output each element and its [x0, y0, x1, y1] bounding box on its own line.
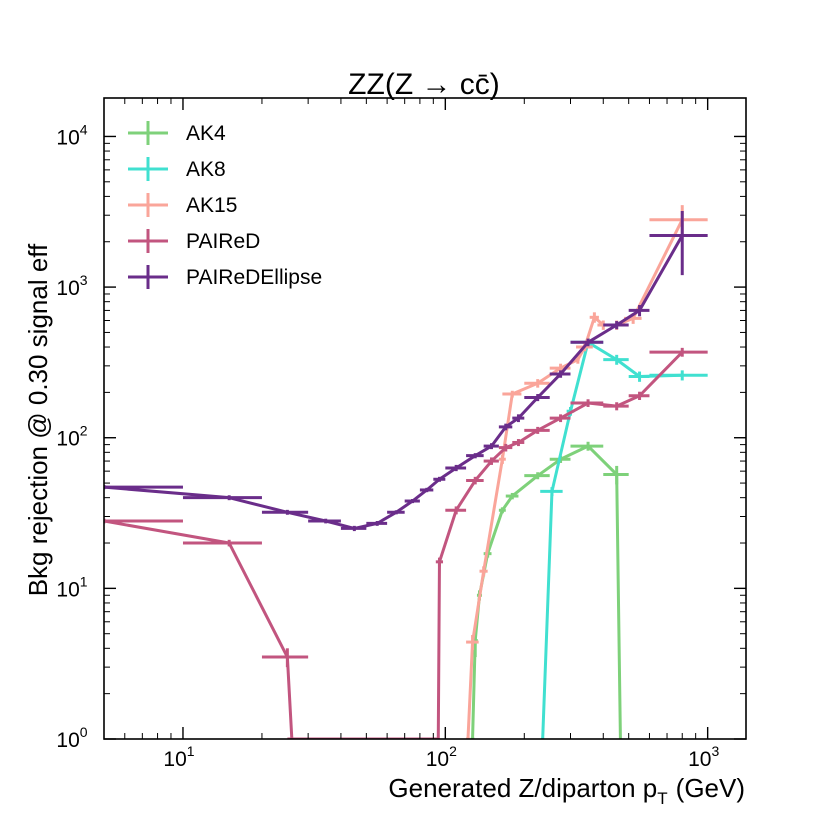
legend-item-AK8: AK8	[128, 157, 226, 181]
legend: AK4 AK8 AK15 PAIReD PAIReDEllipse	[128, 121, 322, 289]
legend-label-AK8: AK8	[186, 158, 226, 181]
legend-label-AK4: AK4	[186, 122, 226, 145]
legend-label-PAIReD: PAIReD	[186, 230, 260, 253]
y-tick-label-2: 102	[56, 423, 87, 451]
x-tick-label-0: 101	[163, 743, 194, 771]
y-tick-label-0: 100	[56, 724, 87, 752]
legend-label-AK15: AK15	[186, 194, 237, 217]
series-AK8	[540, 338, 707, 739]
y-tick-exp-0: 0	[80, 724, 88, 740]
x-tick-base-0: 10	[163, 748, 186, 771]
legend-item-AK4: AK4	[128, 121, 226, 145]
x-tick-base-2: 10	[688, 748, 711, 771]
legend-item-AK15: AK15	[128, 193, 237, 217]
y-tick-base-0: 10	[56, 729, 79, 752]
legend-label-PAIReDEllipse: PAIReDEllipse	[186, 266, 322, 289]
legend-item-PAIReD: PAIReD	[128, 229, 260, 253]
y-tick-exp-2: 2	[80, 423, 88, 439]
x-axis-label-unit: (GeV)	[676, 773, 745, 803]
y-tick-base-1: 10	[56, 578, 79, 601]
y-axis-label: Bkg rejection @ 0.30 signal eff	[23, 243, 53, 596]
x-axis-label: Generated Z/diparton pT (GeV)	[388, 773, 745, 808]
y-tick-base-4: 10	[56, 126, 79, 149]
x-tick-exp-2: 3	[711, 743, 719, 759]
series-line-AK15	[468, 220, 682, 739]
chart-title: ZZ(Z → cc̄)	[348, 68, 500, 101]
x-tick-exp-0: 1	[187, 743, 195, 759]
x-axis-label-main: Generated Z/diparton p	[388, 773, 657, 803]
y-tick-label-3: 103	[56, 272, 87, 300]
x-tick-label-2: 103	[688, 743, 719, 771]
x-axis-label-subscript: T	[657, 789, 667, 808]
y-tick-exp-3: 3	[80, 272, 88, 288]
y-tick-label-1: 101	[56, 573, 87, 601]
y-tick-label-4: 104	[56, 121, 87, 149]
series-line-PAIReD	[104, 352, 682, 739]
y-tick-exp-4: 4	[80, 121, 88, 137]
y-tick-exp-1: 1	[80, 573, 88, 589]
y-tick-base-3: 10	[56, 277, 79, 300]
y-tick-base-2: 10	[56, 428, 79, 451]
series-AK15	[466, 205, 708, 739]
x-tick-exp-1: 2	[449, 743, 457, 759]
series-line-AK8	[543, 342, 683, 739]
x-tick-label-1: 102	[426, 743, 457, 771]
x-tick-base-1: 10	[426, 748, 449, 771]
legend-item-PAIReDEllipse: PAIReDEllipse	[128, 265, 322, 289]
